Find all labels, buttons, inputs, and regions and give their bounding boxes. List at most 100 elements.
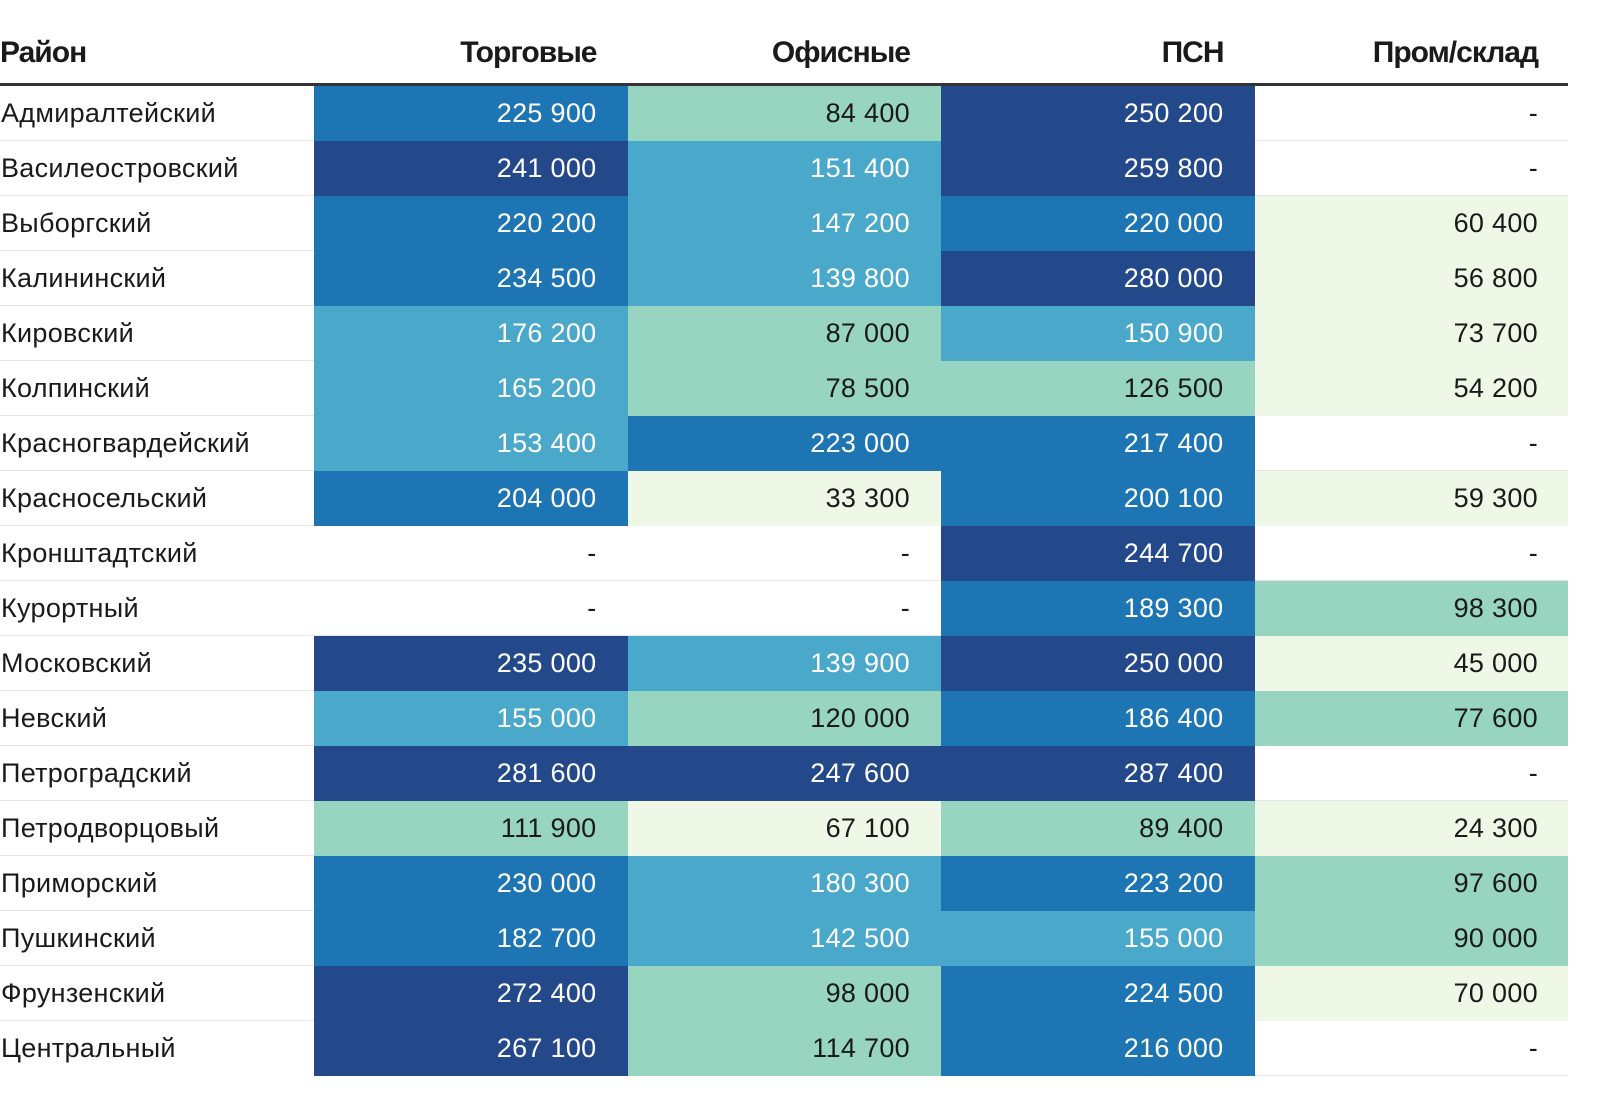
district-name: Петроградский xyxy=(0,746,314,801)
table-row: Пушкинский 182 700 142 500 155 000 90 000 xyxy=(0,911,1568,966)
table-row: Красносельский 204 000 33 300 200 100 59 300 xyxy=(0,471,1568,526)
district-name: Приморский xyxy=(0,856,314,911)
district-name: Выборгский xyxy=(0,196,314,251)
value-cell-retail: 235 000 xyxy=(314,636,628,691)
table-row: Красногвардейский 153 400 223 000 217 400- xyxy=(0,416,1568,471)
value-cell-office: 78 500 xyxy=(627,361,941,416)
table-row: Василеостровский 241 000 151 400 259 800- xyxy=(0,141,1568,196)
value-cell-psn: 216 000 xyxy=(941,1021,1255,1076)
header-office: Офисные xyxy=(771,35,911,69)
value-cell-office: 84 400 xyxy=(627,86,941,141)
value-cell-industrial: 77 600 xyxy=(1254,691,1568,746)
value-cell-psn: 200 100 xyxy=(941,471,1255,526)
value-cell-industrial: - xyxy=(1254,416,1568,471)
value-cell-office: 247 600 xyxy=(627,746,941,801)
district-name: Центральный xyxy=(0,1021,314,1076)
table-row: Невский 155 000 120 000 186 400 77 600 xyxy=(0,691,1568,746)
value-cell-psn: 224 500 xyxy=(941,966,1255,1021)
value-cell-industrial: - xyxy=(1254,86,1568,141)
district-name: Василеостровский xyxy=(0,141,314,196)
value-cell-psn: 126 500 xyxy=(941,361,1255,416)
value-cell-office: 180 300 xyxy=(627,856,941,911)
value-cell-office: 223 000 xyxy=(627,416,941,471)
district-name: Кронштадтский xyxy=(0,526,314,581)
value-cell-retail: 230 000 xyxy=(314,856,628,911)
value-cell-retail: - xyxy=(314,526,628,581)
district-name: Петродворцовый xyxy=(0,801,314,856)
value-cell-industrial: 97 600 xyxy=(1254,856,1568,911)
district-name: Колпинский xyxy=(0,361,314,416)
value-cell-psn: 150 900 xyxy=(941,306,1255,361)
value-cell-office: 120 000 xyxy=(627,691,941,746)
district-name: Красносельский xyxy=(0,471,314,526)
value-cell-retail: 204 000 xyxy=(314,471,628,526)
value-cell-office: 142 500 xyxy=(627,911,941,966)
table-row: Приморский 230 000 180 300 223 200 97 600 xyxy=(0,856,1568,911)
district-name: Адмиралтейский xyxy=(0,86,314,141)
header-retail: Торговые xyxy=(460,35,597,69)
table-header: Район Торговые Офисные ПСН Пром/склад xyxy=(0,22,1568,86)
value-cell-office: 139 800 xyxy=(627,251,941,306)
value-cell-office: - xyxy=(627,581,941,636)
value-cell-psn: 186 400 xyxy=(941,691,1255,746)
header-psn: ПСН xyxy=(1161,35,1225,69)
value-cell-office: 98 000 xyxy=(627,966,941,1021)
value-cell-industrial: - xyxy=(1254,746,1568,801)
district-name: Калининский xyxy=(0,251,314,306)
table-row: Выборгский 220 200 147 200 220 000 60 400 xyxy=(0,196,1568,251)
value-cell-retail: 220 200 xyxy=(314,196,628,251)
table-row: Колпинский 165 200 78 500 126 500 54 200 xyxy=(0,361,1568,416)
district-name: Фрунзенский xyxy=(0,966,314,1021)
value-cell-psn: 287 400 xyxy=(941,746,1255,801)
value-cell-office: 114 700 xyxy=(627,1021,941,1076)
value-cell-industrial: 24 300 xyxy=(1254,801,1568,856)
value-cell-office: 151 400 xyxy=(627,141,941,196)
table-row: Фрунзенский 272 400 98 000 224 500 70 000 xyxy=(0,966,1568,1021)
table-row: Центральный 267 100 114 700 216 000- xyxy=(0,1021,1568,1076)
value-cell-industrial: - xyxy=(1254,1021,1568,1076)
value-cell-retail: 225 900 xyxy=(314,86,628,141)
value-cell-retail: 155 000 xyxy=(314,691,628,746)
value-cell-industrial: 56 800 xyxy=(1254,251,1568,306)
value-cell-industrial: - xyxy=(1254,526,1568,581)
value-cell-industrial: 98 300 xyxy=(1254,581,1568,636)
table-body: Адмиралтейский 225 900 84 400 250 200- Васил… xyxy=(0,86,1568,1076)
table-row: Кронштадтский - -244 700- xyxy=(0,526,1568,581)
district-name: Пушкинский xyxy=(0,911,314,966)
value-cell-office: 87 000 xyxy=(627,306,941,361)
value-cell-industrial: 70 000 xyxy=(1254,966,1568,1021)
table-row: Адмиралтейский 225 900 84 400 250 200- xyxy=(0,86,1568,141)
value-cell-retail: 182 700 xyxy=(314,911,628,966)
value-cell-retail: 165 200 xyxy=(314,361,628,416)
value-cell-office: 147 200 xyxy=(627,196,941,251)
value-cell-office: - xyxy=(627,526,941,581)
value-cell-industrial: 90 000 xyxy=(1254,911,1568,966)
value-cell-industrial: 60 400 xyxy=(1254,196,1568,251)
value-cell-psn: 244 700 xyxy=(941,526,1255,581)
value-cell-office: 33 300 xyxy=(627,471,941,526)
value-cell-retail: 281 600 xyxy=(314,746,628,801)
table-row: Калининский 234 500 139 800 280 000 56 800 xyxy=(0,251,1568,306)
district-name: Красногвардейский xyxy=(0,416,314,471)
value-cell-retail: 153 400 xyxy=(314,416,628,471)
table-row: Кировский 176 200 87 000 150 900 73 700 xyxy=(0,306,1568,361)
value-cell-industrial: 45 000 xyxy=(1254,636,1568,691)
value-cell-retail: 272 400 xyxy=(314,966,628,1021)
table-row: Курортный - -189 300 98 300 xyxy=(0,581,1568,636)
value-cell-psn: 223 200 xyxy=(941,856,1255,911)
value-cell-psn: 89 400 xyxy=(941,801,1255,856)
value-cell-psn: 250 200 xyxy=(941,86,1255,141)
district-name: Курортный xyxy=(0,581,314,636)
value-cell-psn: 189 300 xyxy=(941,581,1255,636)
district-name: Московский xyxy=(0,636,314,691)
value-cell-retail: 234 500 xyxy=(314,251,628,306)
value-cell-psn: 259 800 xyxy=(941,141,1255,196)
header-district: Район xyxy=(0,35,87,69)
value-cell-retail: 241 000 xyxy=(314,141,628,196)
value-cell-retail: 176 200 xyxy=(314,306,628,361)
heatmap-table: Район Торговые Офисные ПСН Пром/склад Ад… xyxy=(0,22,1568,1076)
value-cell-psn: 250 000 xyxy=(941,636,1255,691)
table-row: Петроградский 281 600 247 600 287 400- xyxy=(0,746,1568,801)
value-cell-office: 67 100 xyxy=(627,801,941,856)
value-cell-retail: - xyxy=(314,581,628,636)
